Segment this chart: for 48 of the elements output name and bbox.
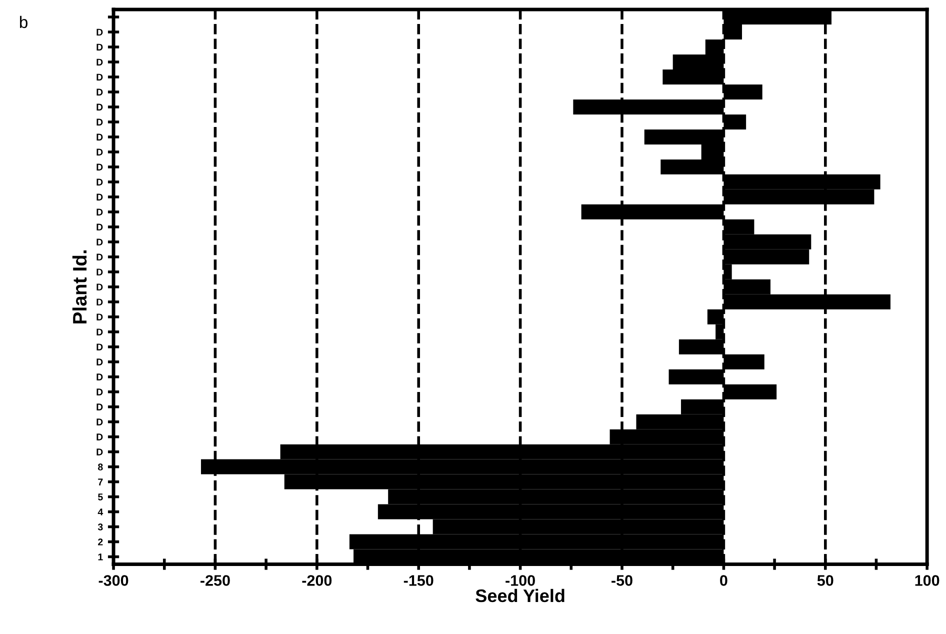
x-tick-label: -250 [200, 575, 230, 586]
y-tick-label: D [96, 434, 103, 440]
y-tick-label: D [96, 314, 103, 320]
x-tick-label: -200 [302, 575, 332, 586]
x-tick-label: 0 [720, 575, 728, 586]
y-tick-label: D [96, 224, 103, 230]
y-tick-label: D [96, 28, 103, 36]
y-tick-label: D [96, 374, 103, 380]
y-tick-label: D [96, 74, 103, 80]
x-tick-label: -100 [506, 575, 535, 586]
y-tick-label: D [96, 88, 103, 96]
y-tick-label: D [96, 298, 103, 306]
y-tick-label: D [96, 418, 103, 426]
y-tick-label: 5 [98, 494, 103, 500]
y-tick-label: D [96, 148, 103, 156]
y-tick-label: D [96, 328, 103, 336]
x-tick-label: -50 [612, 575, 632, 586]
x-axis-title: Seed Yield [476, 588, 564, 602]
y-tick-label: D [96, 44, 103, 51]
y-tick-label: D [96, 118, 103, 126]
y-tick-label: D [96, 194, 103, 200]
y-tick-label: D [96, 178, 103, 186]
y-axis-title: Plant Id. [72, 250, 87, 324]
x-tick-label: -150 [404, 575, 434, 586]
y-tick-label: 8 [98, 464, 103, 470]
x-tick-label: -300 [98, 575, 128, 586]
y-tick-label: D [96, 134, 103, 140]
y-tick-label: D [96, 254, 103, 260]
y-tick-label: 3 [98, 524, 103, 530]
y-tick-label: D [96, 388, 103, 396]
y-tick-label: D [96, 104, 103, 110]
x-tick-label: 50 [817, 575, 834, 586]
y-tick-label: D [96, 238, 103, 246]
y-tick-label: D [96, 208, 103, 216]
y-tick-label: 4 [98, 508, 104, 516]
y-tick-label: D [96, 358, 103, 366]
y-tick-label: D [96, 284, 103, 290]
y-tick-label: 2 [98, 538, 103, 546]
y-tick-label: D [96, 404, 103, 410]
y-tick-label: D [96, 268, 103, 276]
y-tick-label: D [96, 164, 103, 170]
y-tick-label: 7 [98, 478, 103, 486]
text: b [20, 16, 28, 28]
y-tick-label: 1 [98, 554, 103, 560]
y-tick-label: D [96, 344, 103, 350]
x-tick-label: 100 [915, 575, 940, 586]
y-tick-label: D [96, 448, 103, 456]
y-tick-label: D [96, 58, 103, 66]
